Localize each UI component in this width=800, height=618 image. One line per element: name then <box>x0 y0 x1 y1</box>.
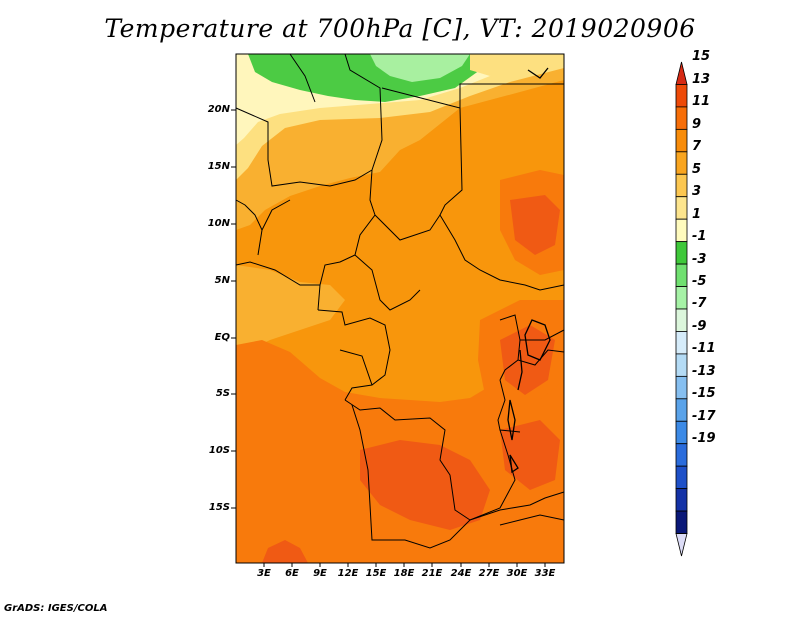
colorbar-label: 13 <box>692 71 711 87</box>
colorbar-segment <box>675 533 688 557</box>
colorbar-label: 1 <box>692 206 702 222</box>
colorbar-segment <box>675 61 688 85</box>
colorbar-label: -19 <box>692 431 716 447</box>
colorbar-segment <box>675 353 688 377</box>
map-frame <box>235 53 565 564</box>
lon-label-24e: 24E <box>450 568 472 579</box>
colorbar-label: 3 <box>692 184 702 200</box>
colorbar-segment <box>675 106 688 130</box>
colorbar-label: -15 <box>692 386 716 402</box>
field-patch-deep-red-south <box>360 440 490 530</box>
colorbar-segment <box>675 151 688 175</box>
colorbar-label: 11 <box>692 94 711 110</box>
colorbar-label: -5 <box>692 274 707 289</box>
lon-label-18e: 18E <box>393 568 415 579</box>
map-title: Temperature at 700hPa [C], VT: 201902090… <box>104 14 696 43</box>
colorbar-segment <box>675 443 688 467</box>
field-patch-deep-red-rift <box>500 325 555 395</box>
colorbar-segment <box>675 263 688 287</box>
lon-label-6e: 6E <box>285 568 299 579</box>
colorbar-label: -13 <box>692 363 716 379</box>
colorbar-label: 9 <box>692 116 702 132</box>
lon-ticks <box>263 563 546 567</box>
colorbar-label: -7 <box>692 296 707 312</box>
colorbar-segment <box>675 465 688 490</box>
colorbar-segment <box>675 128 688 153</box>
colorbar-label: -17 <box>692 408 716 424</box>
colorbar-label: 7 <box>692 139 702 155</box>
colorbar-label: -3 <box>692 251 707 267</box>
colorbar-label: 15 <box>692 49 711 65</box>
field-patch-pale-yellow-east <box>470 54 564 76</box>
colorbar-label: -1 <box>692 229 707 245</box>
grads-credit: GrADS: IGES/COLA <box>4 603 108 614</box>
field-patch-deep-red-southwest <box>262 540 308 563</box>
lat-label-eq: EQ <box>214 332 230 343</box>
field-patch-deep-red-southeast <box>500 420 560 490</box>
country-borders <box>235 53 565 549</box>
colorbar-segment <box>675 84 688 108</box>
colorbar-label: -9 <box>692 318 707 334</box>
lon-label-30e: 30E <box>506 568 528 579</box>
colorbar-segment <box>675 308 688 332</box>
colorbar-segment <box>675 375 688 400</box>
colorbar-segment <box>675 331 688 355</box>
field-patch-deep-red-east <box>510 195 560 255</box>
lakes <box>507 67 551 474</box>
lon-label-33e: 33E <box>534 568 556 579</box>
colorbar-segment <box>675 398 688 422</box>
lat-label-15s: 15S <box>208 502 230 513</box>
lat-label-15n: 15N <box>207 161 230 172</box>
lat-label-20n: 20N <box>207 104 230 115</box>
colorbar-segment <box>675 241 688 265</box>
lon-label-12e: 12E <box>337 568 359 579</box>
colorbar-label: 5 <box>692 161 702 177</box>
colorbar-segment <box>675 488 688 512</box>
lon-label-21e: 21E <box>421 568 443 579</box>
colorbar-segment <box>675 420 688 445</box>
lon-label-9e: 9E <box>313 568 327 579</box>
lat-label-5s: 5S <box>215 388 230 399</box>
lat-label-10s: 10S <box>208 445 230 456</box>
colorbar-segment <box>675 196 688 220</box>
colorbar-segment <box>675 173 688 198</box>
field-band-light-orange-west <box>236 265 345 355</box>
field-band-light-green <box>370 54 470 82</box>
lon-label-15e: 15E <box>365 568 387 579</box>
colorbar-segment <box>675 218 688 243</box>
lat-label-5n: 5N <box>214 275 230 286</box>
lat-ticks <box>231 109 236 509</box>
colorbar-label: -11 <box>692 341 716 357</box>
colorbar-segment <box>675 510 688 534</box>
colorbar-segment <box>675 286 688 310</box>
lon-label-3e: 3E <box>257 568 271 579</box>
lat-label-10n: 10N <box>207 218 230 229</box>
lon-label-27e: 27E <box>478 568 500 579</box>
